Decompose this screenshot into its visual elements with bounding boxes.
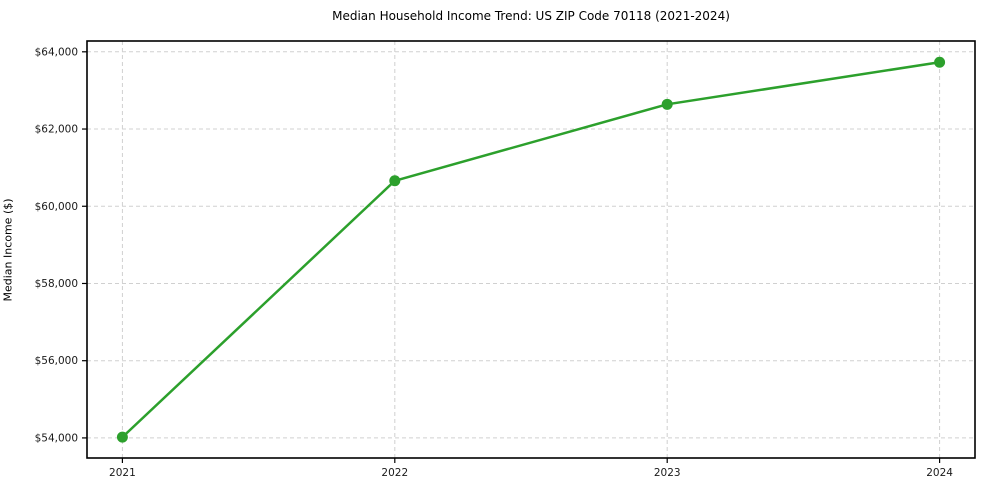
y-tick-label: $54,000 bbox=[35, 432, 78, 444]
data-series-line bbox=[121, 60, 941, 439]
y-tick-label: $58,000 bbox=[35, 278, 78, 290]
chart-title: Median Household Income Trend: US ZIP Co… bbox=[332, 9, 730, 23]
axis-ticks bbox=[82, 51, 941, 463]
plot-border bbox=[86, 40, 976, 459]
axes-spines bbox=[86, 40, 976, 459]
data-point-markers bbox=[116, 56, 946, 443]
y-tick-label: $56,000 bbox=[35, 355, 78, 367]
y-tick-label: $60,000 bbox=[35, 201, 78, 213]
x-tick-label: 2023 bbox=[654, 467, 681, 479]
grid-lines bbox=[87, 41, 975, 458]
x-tick-label: 2024 bbox=[926, 467, 953, 479]
y-tick-label: $64,000 bbox=[35, 46, 78, 58]
tick-labels: $54,000 $56,000 $58,000 $60,000 $62,000 $64,0… bbox=[35, 46, 954, 479]
data-point-marker bbox=[389, 175, 401, 187]
x-tick-label: 2021 bbox=[109, 467, 136, 479]
data-point-marker bbox=[116, 431, 128, 443]
data-point-marker bbox=[934, 56, 946, 68]
y-tick-label: $62,000 bbox=[35, 124, 78, 136]
income-trend-line bbox=[121, 60, 941, 439]
plot-area-background bbox=[87, 41, 975, 458]
data-point-marker bbox=[661, 98, 673, 110]
x-tick-label: 2022 bbox=[381, 467, 408, 479]
